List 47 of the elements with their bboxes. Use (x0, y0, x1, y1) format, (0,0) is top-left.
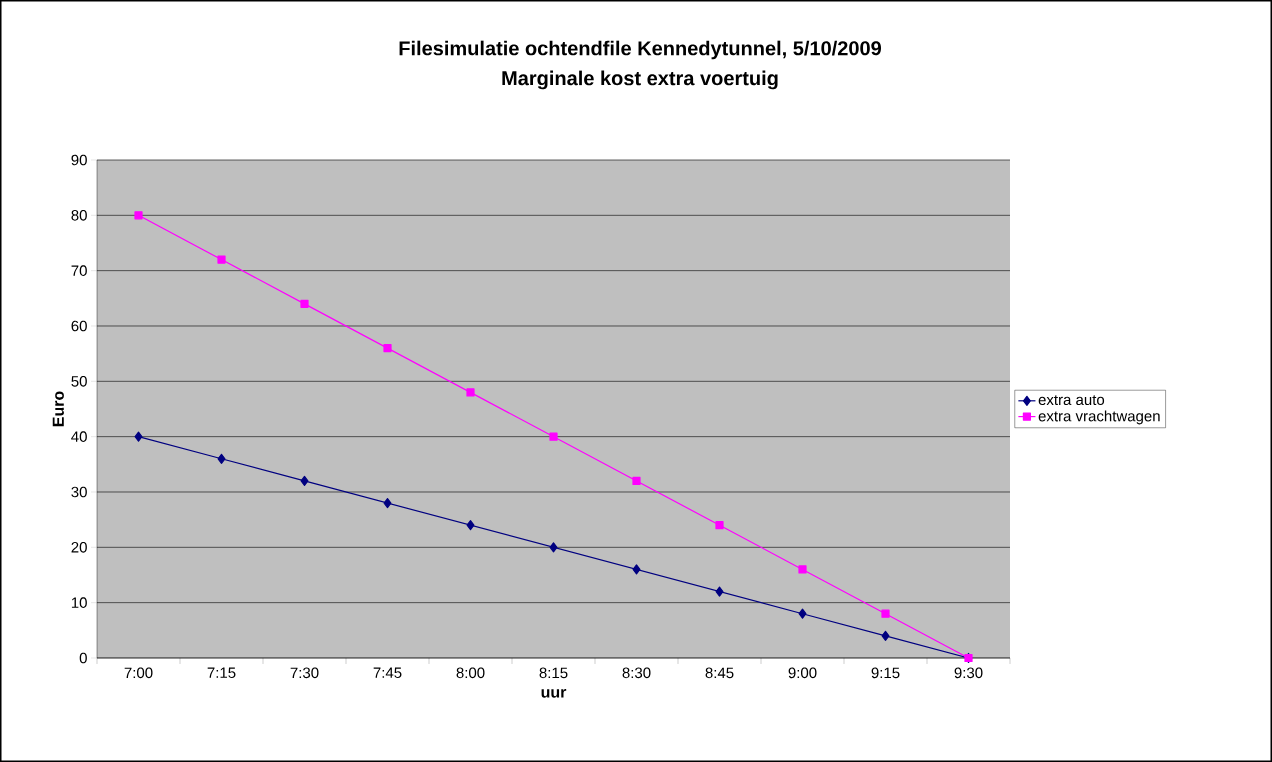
x-tick-label: 9:30 (954, 667, 983, 679)
point (798, 565, 807, 574)
y-tick-label: 90 (71, 154, 87, 166)
legend-label: extra auto (1038, 395, 1105, 406)
x-tick-label: 7:00 (124, 667, 153, 679)
y-tick-label: 30 (71, 486, 87, 498)
point (383, 497, 392, 509)
y-axis-title: Euro (52, 391, 64, 427)
point (549, 432, 558, 441)
y-tick-label: 50 (71, 376, 87, 387)
point (715, 521, 724, 530)
y-tick-label: 10 (71, 597, 87, 608)
y-tick-label: 0 (79, 652, 87, 664)
point (881, 630, 890, 641)
x-tick-label: 9:00 (788, 667, 817, 679)
chart-subtitle: Marginale kost extra voertuig (502, 70, 778, 90)
x-tick-label: 7:30 (290, 667, 319, 679)
point (300, 299, 309, 308)
x-tick-label: 7:15 (207, 667, 236, 678)
point (466, 388, 475, 397)
point (466, 520, 475, 531)
y-tick-label: 20 (71, 542, 87, 553)
y-tick-label: 40 (71, 431, 87, 442)
point (715, 586, 724, 597)
x-axis-title: uur (541, 689, 567, 698)
point (881, 609, 890, 618)
x-tick-label: 8:30 (622, 667, 651, 679)
point (549, 542, 558, 553)
point (134, 211, 143, 220)
point (632, 476, 641, 486)
x-tick-label: 8:00 (456, 667, 485, 679)
point (632, 564, 641, 575)
point (217, 255, 226, 264)
point (134, 431, 143, 442)
point (798, 608, 807, 619)
x-tick-label: 7:45 (373, 667, 402, 678)
y-tick-label: 60 (71, 320, 87, 332)
x-tick-label: 8:15 (539, 667, 568, 679)
y-tick-label: 80 (71, 210, 87, 221)
point (300, 475, 309, 487)
x-tick-label: 8:45 (705, 667, 734, 679)
point (383, 344, 392, 353)
legend-label: extra vrachtwagen (1038, 410, 1160, 425)
point (217, 453, 226, 464)
x-tick-label: 9:15 (871, 667, 900, 679)
chart-title: Filesimulatie ochtendfile Kennedytunnel, 5/10/2009 (399, 40, 881, 60)
y-tick-label: 70 (71, 265, 87, 276)
